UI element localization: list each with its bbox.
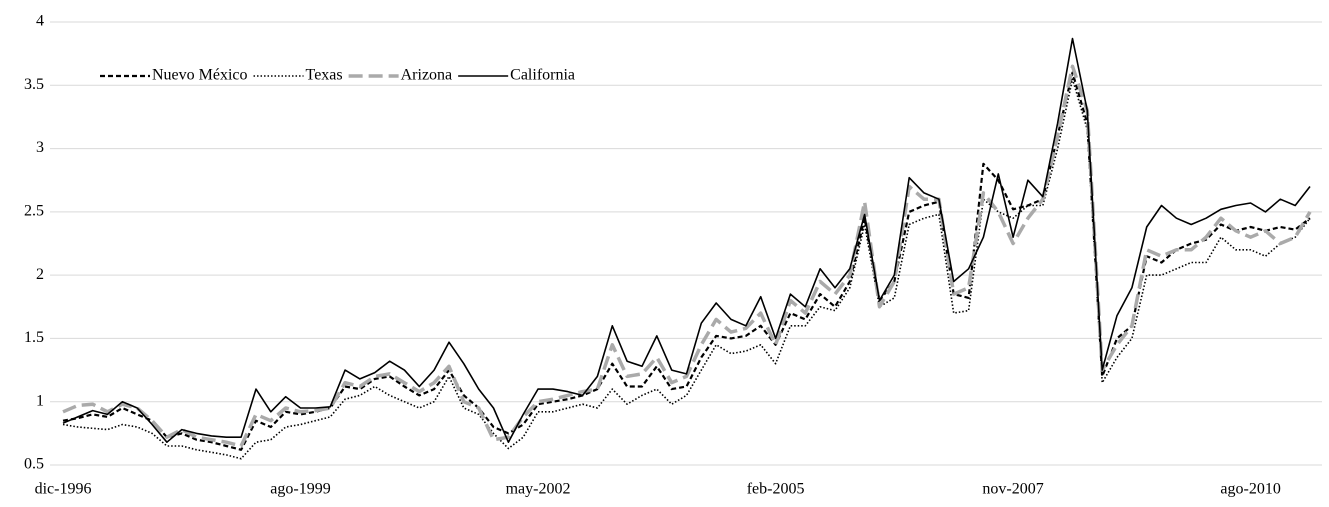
legend-label: Arizona: [401, 67, 453, 84]
legend-label: California: [510, 67, 575, 84]
x-tick-label: may-2002: [506, 481, 571, 498]
x-tick-label: nov-2007: [982, 481, 1043, 498]
y-tick-label: 2.5: [24, 203, 44, 220]
series-line: [62, 71, 1311, 451]
series-line: [62, 78, 1311, 460]
y-tick-label: 0.5: [24, 456, 44, 473]
x-tick-label: ago-1999: [270, 481, 330, 498]
series-line: [62, 37, 1311, 443]
legend-label: Nuevo México: [152, 67, 248, 84]
series-line: [62, 64, 1312, 448]
x-tick-label: dic-1996: [35, 481, 92, 498]
y-tick-label: 3.5: [24, 76, 44, 93]
legend-label: Texas: [306, 67, 343, 84]
y-tick-label: 2: [36, 266, 44, 283]
x-tick-label: feb-2005: [747, 481, 805, 498]
y-tick-label: 1: [36, 392, 44, 409]
y-tick-label: 3: [36, 139, 44, 156]
y-tick-label: 4: [36, 13, 44, 30]
y-tick-label: 1.5: [24, 329, 44, 346]
x-tick-label: ago-2010: [1220, 481, 1280, 498]
